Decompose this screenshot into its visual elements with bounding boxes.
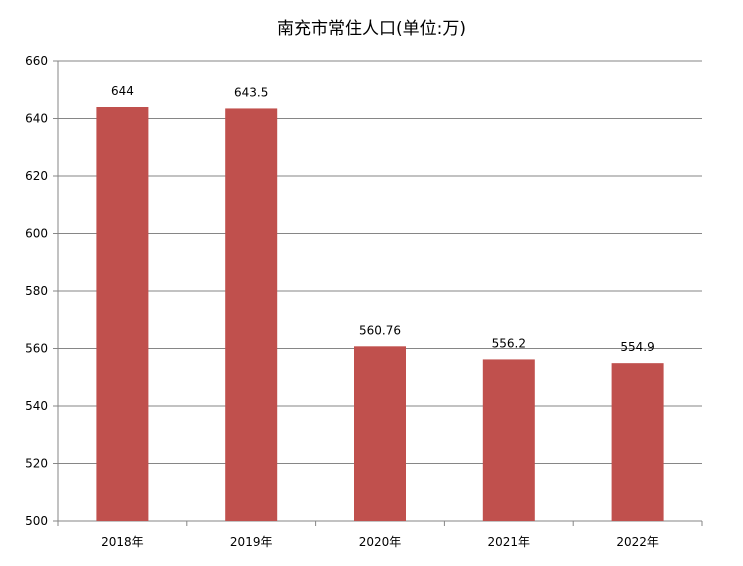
y-tick-label: 540	[25, 399, 48, 413]
bar-2022年	[611, 363, 664, 521]
data-label: 556.2	[492, 336, 526, 350]
x-tick-label: 2021年	[488, 535, 531, 549]
x-tick-label: 2020年	[359, 535, 402, 549]
x-axis-ticks: 2018年 2019年 2020年 2021年 2022年	[101, 535, 659, 549]
y-tick-label: 580	[25, 284, 48, 298]
bar-2018年	[96, 107, 149, 521]
bars	[96, 107, 664, 521]
y-tick-label: 560	[25, 342, 48, 356]
chart-title: 南充市常住人口(单位:万)	[277, 19, 466, 39]
y-axis-ticks: 500 520 540 560 580 600 620 640 660	[25, 54, 48, 528]
x-tick-label: 2018年	[101, 535, 144, 549]
y-tick-label: 500	[25, 514, 48, 528]
bar-2019年	[225, 108, 278, 521]
data-label: 554.9	[620, 340, 654, 354]
data-label: 644	[111, 84, 134, 98]
data-label: 560.76	[359, 323, 401, 337]
data-label: 643.5	[234, 85, 268, 99]
bar-2020年	[354, 346, 406, 521]
y-tick-label: 640	[25, 112, 48, 126]
y-tick-label: 520	[25, 457, 48, 471]
y-tick-label: 600	[25, 227, 48, 241]
bar-2021年	[482, 359, 535, 521]
x-tick-label: 2022年	[616, 535, 659, 549]
data-labels: 644 643.5 560.76 556.2 554.9	[111, 84, 655, 354]
y-tick-label: 620	[25, 169, 48, 183]
y-tick-label: 660	[25, 54, 48, 68]
x-tick-label: 2019年	[230, 535, 273, 549]
